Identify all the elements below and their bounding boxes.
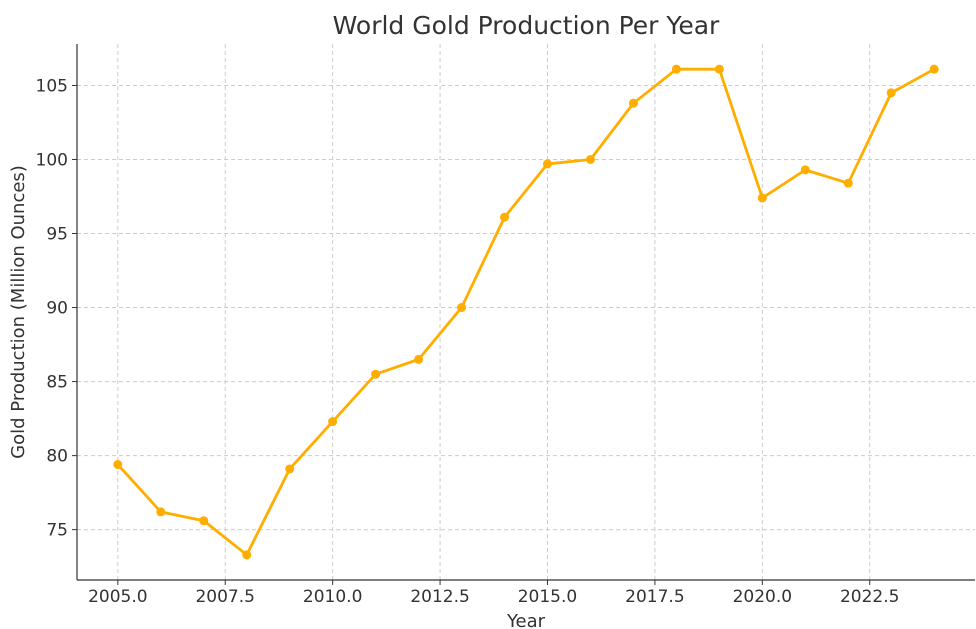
- y-tick-label: 105: [36, 76, 68, 96]
- data-point: [671, 64, 681, 74]
- data-point: [886, 88, 896, 98]
- x-tick-label: 2012.5: [410, 587, 469, 607]
- data-point: [714, 64, 724, 74]
- axes: [76, 44, 975, 581]
- data-point: [628, 98, 638, 108]
- series-group: [113, 64, 939, 560]
- y-ticks: 75 80 85 90 95 100 105: [36, 76, 77, 541]
- y-tick-label: 80: [46, 447, 68, 467]
- data-point: [199, 516, 209, 526]
- data-point: [371, 369, 381, 379]
- data-point: [500, 212, 510, 222]
- data-point: [113, 460, 123, 470]
- series-line: [116, 67, 935, 557]
- data-point: [285, 464, 295, 474]
- data-point: [457, 303, 467, 313]
- x-tick-label: 2020.0: [733, 587, 792, 607]
- x-ticks: 2005.0 2007.5 2010.0 2012.5 2015.0 2017.5 2020…: [88, 580, 899, 607]
- x-tick-label: 2015.0: [518, 587, 577, 607]
- x-tick-label: 2007.5: [195, 587, 254, 607]
- data-point: [328, 417, 338, 427]
- x-axis-label: Year: [506, 611, 546, 629]
- x-tick-label: 2017.5: [625, 587, 684, 607]
- data-point: [585, 154, 595, 164]
- x-tick-label: 2005.0: [88, 587, 147, 607]
- x-tick-label: 2010.0: [303, 587, 362, 607]
- data-point: [929, 64, 939, 74]
- data-point: [156, 507, 166, 517]
- y-tick-label: 75: [46, 521, 68, 541]
- data-point: [800, 165, 810, 175]
- x-tick-label: 2022.5: [840, 587, 899, 607]
- data-point: [414, 354, 424, 364]
- data-point: [242, 550, 252, 560]
- chart-title: World Gold Production Per Year: [333, 11, 720, 40]
- data-point: [542, 159, 552, 169]
- y-axis-label: Gold Production (Million Ounces): [8, 165, 29, 459]
- data-point: [843, 178, 853, 188]
- y-tick-label: 95: [46, 225, 68, 245]
- y-tick-label: 100: [36, 150, 68, 170]
- y-tick-label: 85: [46, 373, 68, 393]
- grid-lines: [77, 44, 975, 580]
- y-tick-label: 90: [46, 299, 68, 319]
- data-point: [757, 193, 767, 203]
